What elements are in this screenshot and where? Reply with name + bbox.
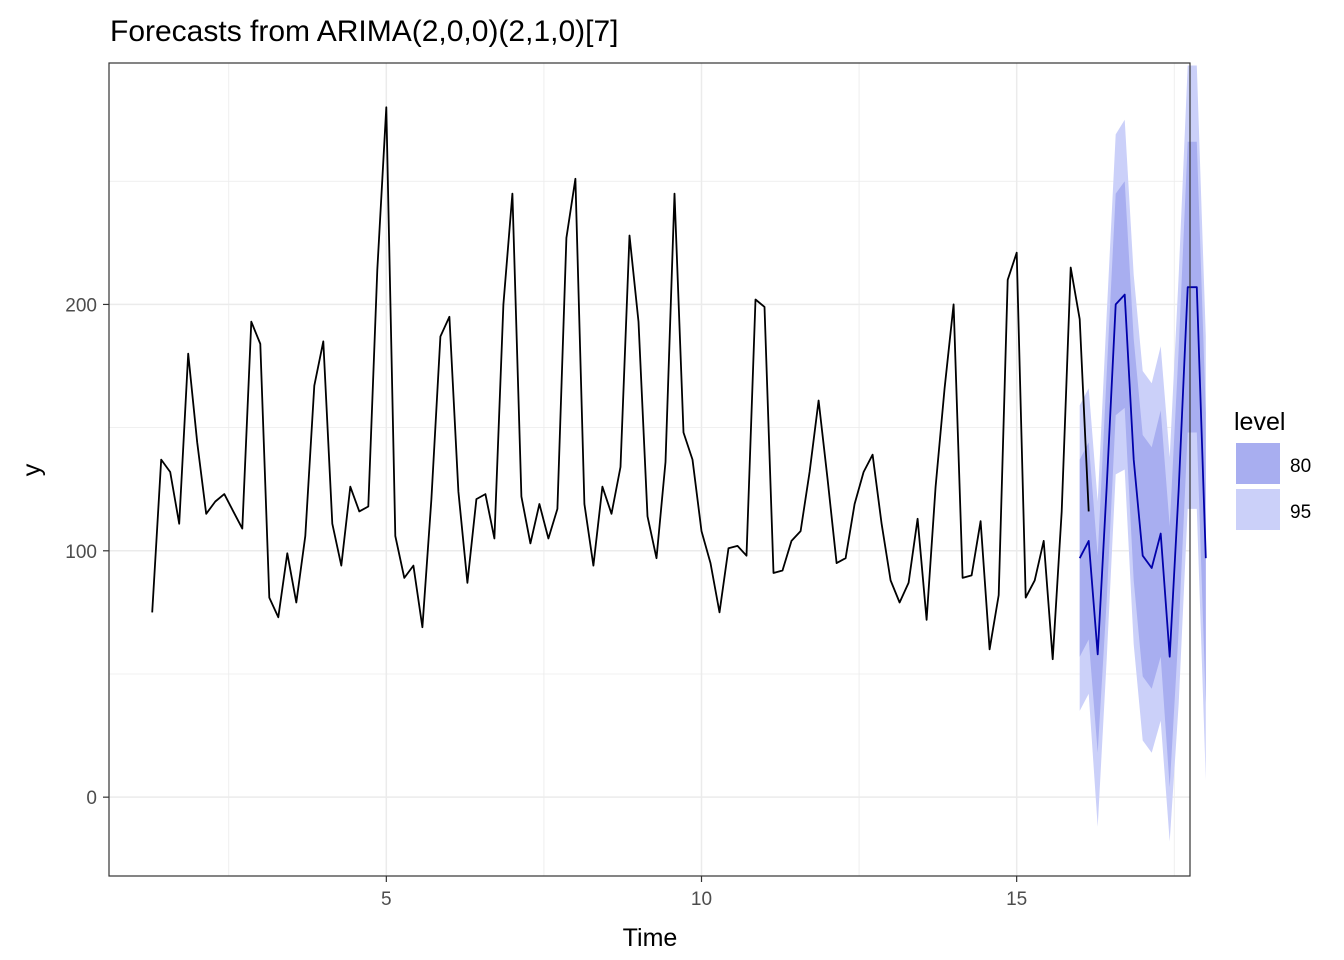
grid-lines (109, 63, 1190, 876)
forecast-mean-line (1078, 286, 1207, 658)
legend-title: level (1234, 408, 1285, 436)
legend-label-80: 80 (1290, 456, 1311, 477)
x-tick-label: 5 (381, 889, 392, 910)
x-axis-label: Time (623, 924, 678, 952)
legend-swatch-95 (1236, 489, 1280, 530)
band-80 (1079, 141, 1206, 788)
x-tick-label: 10 (691, 889, 712, 910)
y-tick-label: 100 (65, 542, 97, 563)
y-tick-label: 0 (86, 788, 97, 809)
y-axis-label: y (18, 463, 46, 476)
prediction-intervals (1079, 65, 1206, 842)
y-axis-ticks: 0 100 200 (65, 295, 109, 809)
legend-swatch-80 (1236, 443, 1280, 484)
legend-label-95: 95 (1290, 502, 1311, 523)
x-tick-label: 15 (1006, 889, 1027, 910)
panel-border (108, 62, 1191, 877)
x-axis-ticks: 5 10 15 (381, 876, 1027, 910)
legend: level 80 95 (1234, 408, 1311, 530)
series-lines (151, 106, 1207, 661)
y-tick-label: 200 (65, 295, 97, 316)
observed-series-line (151, 106, 1090, 661)
chart-title: Forecasts from ARIMA(2,0,0)(2,1,0)[7] (110, 15, 619, 48)
